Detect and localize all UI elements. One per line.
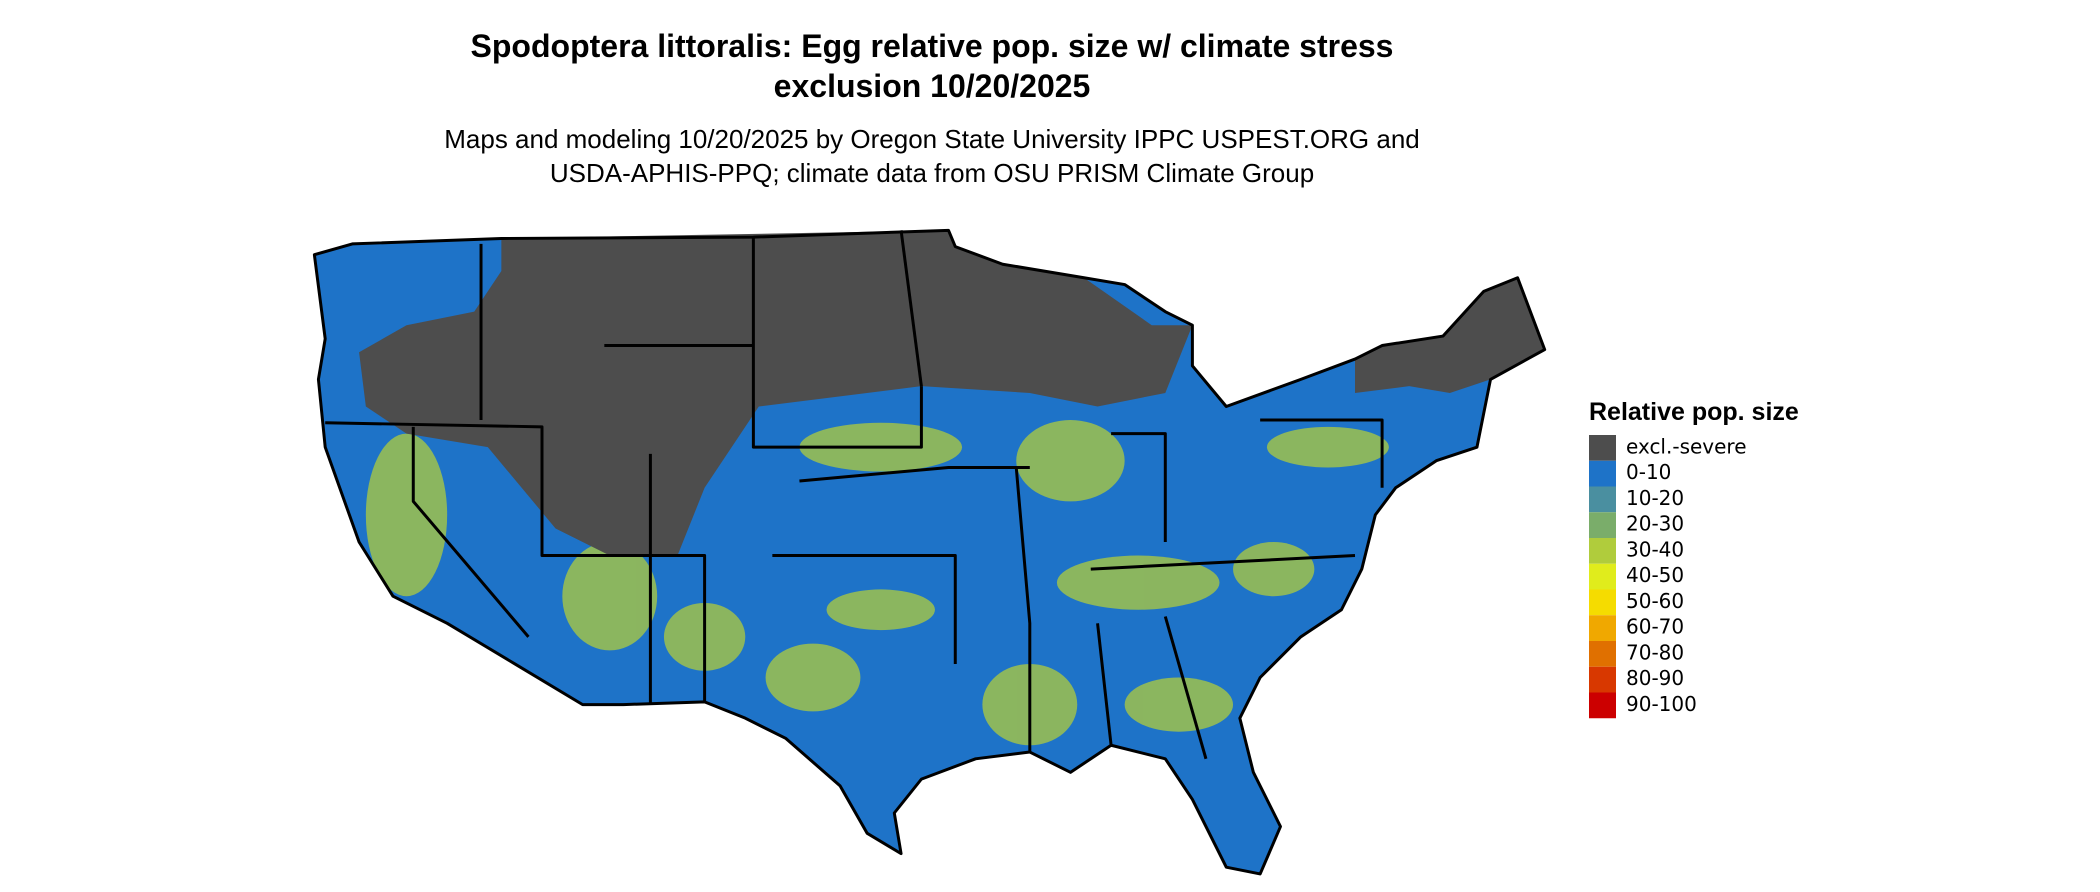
legend-swatch xyxy=(1589,486,1616,513)
title-line: exclusion 10/20/2025 xyxy=(774,68,1091,104)
legend-swatch xyxy=(1589,666,1616,693)
legend-swatch xyxy=(1589,460,1616,487)
legend-swatch xyxy=(1589,641,1616,667)
legend-label: 80-90 xyxy=(1626,666,1684,690)
legend-label: 0-10 xyxy=(1626,460,1671,484)
national-border xyxy=(312,228,1547,876)
legend-swatch xyxy=(1589,589,1616,616)
title-line: Spodoptera littoralis: Egg relative pop.… xyxy=(471,28,1394,64)
legend-label: 10-20 xyxy=(1626,486,1684,510)
legend-label: 70-80 xyxy=(1626,640,1684,664)
legend-swatch xyxy=(1589,538,1616,564)
subtitle-line: USDA-APHIS-PPQ; climate data from OSU PR… xyxy=(550,158,1314,188)
legend-label: 90-100 xyxy=(1626,692,1697,716)
legend-swatch xyxy=(1589,435,1616,461)
legend-swatch xyxy=(1589,512,1616,538)
legend-label: excl.-severe xyxy=(1626,434,1747,458)
legend-swatch xyxy=(1589,615,1616,641)
legend-label: 60-70 xyxy=(1626,615,1684,639)
suitability-patches xyxy=(365,420,1389,746)
us-map xyxy=(312,228,1547,876)
legend-title: Relative pop. size xyxy=(1589,398,1799,426)
excluded-region xyxy=(359,230,1193,556)
legend-label: 20-30 xyxy=(1626,512,1684,536)
legend-swatch xyxy=(1589,692,1616,719)
legend-label: 50-60 xyxy=(1626,589,1684,613)
excluded-region xyxy=(1355,277,1545,393)
state-borders xyxy=(325,230,1384,760)
legend: excl.-severe0-1010-2020-3030-4040-5050-6… xyxy=(1589,434,1747,719)
legend-label: 40-50 xyxy=(1626,563,1684,587)
legend-label: 30-40 xyxy=(1626,537,1684,561)
legend-swatch xyxy=(1589,563,1616,590)
subtitle-line: Maps and modeling 10/20/2025 by Oregon S… xyxy=(444,124,1420,154)
